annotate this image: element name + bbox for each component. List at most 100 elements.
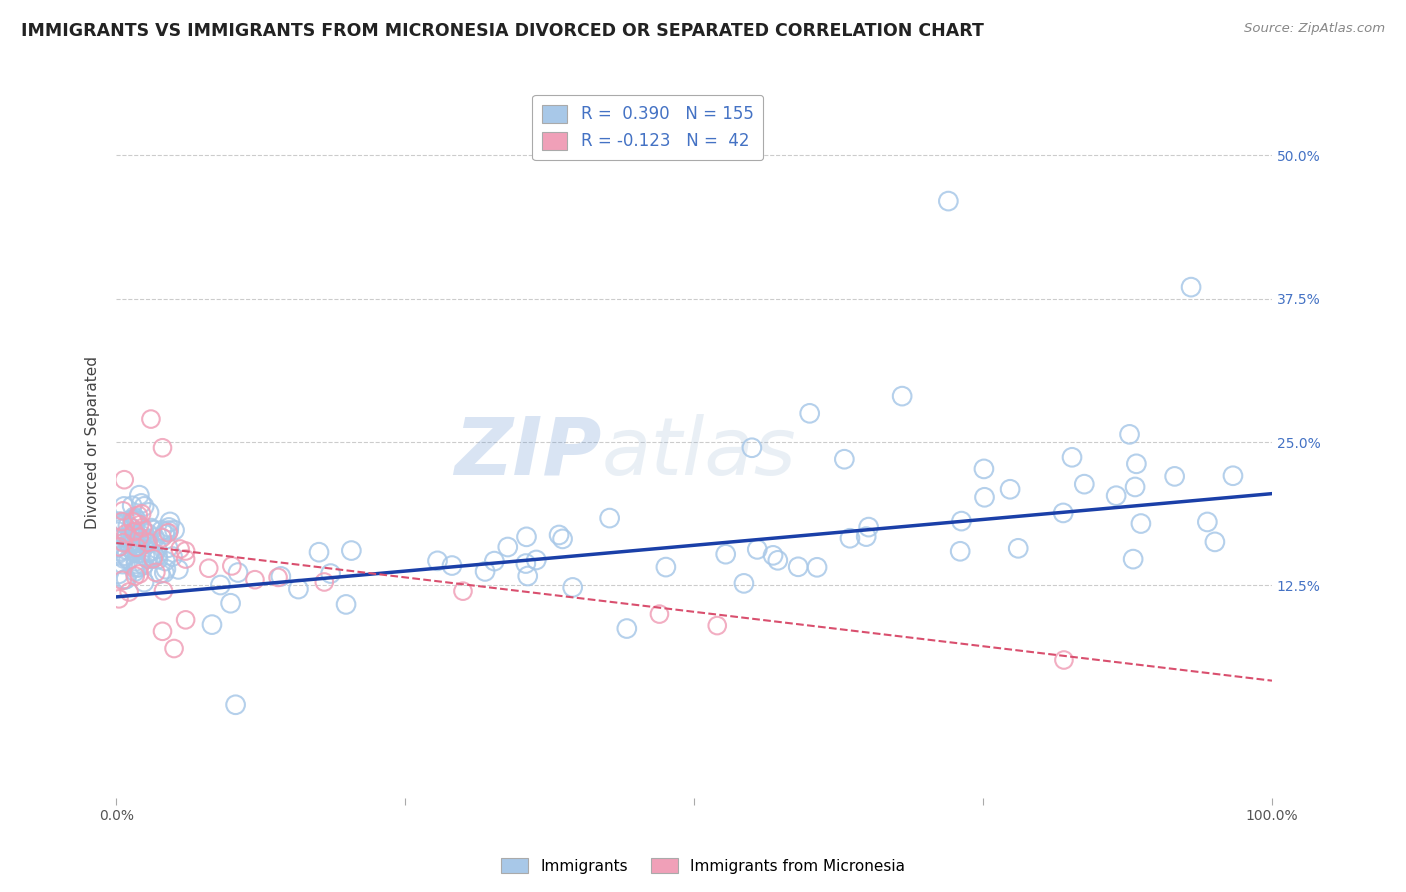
Point (121, 512, 143, 526)
Point (1129, 516, 1152, 531)
Point (950, 514, 973, 528)
Point (125, 557, 148, 571)
Point (163, 641, 186, 656)
Point (124, 524, 146, 539)
Point (319, 566, 342, 581)
Point (1118, 427, 1140, 442)
Point (115, 572, 138, 586)
Point (122, 545, 145, 559)
Point (858, 520, 880, 534)
Text: ZIP: ZIP (454, 414, 602, 491)
Point (121, 499, 143, 513)
Point (1222, 468, 1244, 483)
Point (125, 512, 148, 526)
Point (142, 551, 165, 566)
Point (124, 569, 146, 583)
Point (131, 528, 153, 542)
Point (128, 536, 150, 550)
Point (112, 551, 135, 566)
Point (135, 537, 157, 551)
Point (167, 562, 190, 576)
Point (124, 565, 146, 579)
Point (155, 524, 177, 539)
Point (648, 607, 671, 621)
Point (120, 521, 142, 535)
Point (706, 618, 728, 632)
Point (107, 531, 129, 545)
Point (134, 549, 156, 564)
Point (839, 531, 862, 545)
Point (243, 573, 266, 587)
Point (949, 544, 972, 558)
Point (891, 389, 914, 403)
Point (474, 565, 496, 579)
Point (143, 531, 166, 545)
Point (121, 515, 143, 529)
Point (118, 537, 141, 551)
Text: atlas: atlas (602, 414, 796, 491)
Point (308, 545, 330, 559)
Point (153, 527, 176, 541)
Point (938, 194, 960, 208)
Point (139, 551, 162, 566)
Y-axis label: Divorced or Separated: Divorced or Separated (86, 356, 100, 529)
Point (134, 500, 156, 514)
Point (118, 536, 141, 550)
Point (451, 584, 474, 599)
Point (115, 527, 138, 541)
Point (141, 523, 163, 537)
Point (561, 581, 583, 595)
Point (128, 566, 150, 581)
Point (655, 560, 678, 574)
Point (484, 554, 506, 568)
Point (132, 558, 155, 572)
Point (515, 530, 537, 544)
Point (548, 528, 571, 542)
Point (139, 544, 162, 558)
Point (152, 583, 174, 598)
Point (111, 557, 134, 571)
Point (117, 552, 139, 566)
Point (112, 516, 135, 531)
Point (122, 524, 145, 539)
Point (121, 534, 143, 549)
Point (335, 598, 357, 612)
Point (201, 617, 224, 632)
Point (135, 533, 157, 547)
Text: Source: ZipAtlas.com: Source: ZipAtlas.com (1244, 22, 1385, 36)
Point (124, 526, 146, 541)
Point (174, 552, 197, 566)
Point (1052, 506, 1074, 520)
Point (155, 562, 177, 576)
Point (551, 532, 574, 546)
Point (762, 549, 785, 563)
Point (163, 523, 186, 537)
Point (221, 558, 243, 573)
Point (599, 511, 621, 525)
Point (143, 548, 166, 562)
Point (129, 496, 152, 510)
Point (146, 552, 169, 566)
Point (135, 536, 157, 550)
Point (496, 540, 519, 554)
Point (169, 541, 191, 556)
Point (112, 535, 135, 549)
Point (855, 530, 877, 544)
Point (127, 508, 149, 523)
Point (157, 525, 180, 540)
Point (998, 483, 1021, 497)
Point (157, 520, 180, 534)
Point (1125, 457, 1147, 471)
Point (118, 585, 141, 599)
Point (132, 524, 155, 539)
Point (128, 530, 150, 544)
Point (108, 515, 131, 529)
Text: IMMIGRANTS VS IMMIGRANTS FROM MICRONESIA DIVORCED OR SEPARATED CORRELATION CHART: IMMIGRANTS VS IMMIGRANTS FROM MICRONESIA… (21, 22, 984, 40)
Point (616, 622, 638, 636)
Point (131, 507, 153, 521)
Point (114, 549, 136, 563)
Point (267, 570, 290, 584)
Legend: Immigrants, Immigrants from Micronesia: Immigrants, Immigrants from Micronesia (495, 852, 911, 880)
Point (150, 523, 173, 537)
Point (1007, 541, 1029, 556)
